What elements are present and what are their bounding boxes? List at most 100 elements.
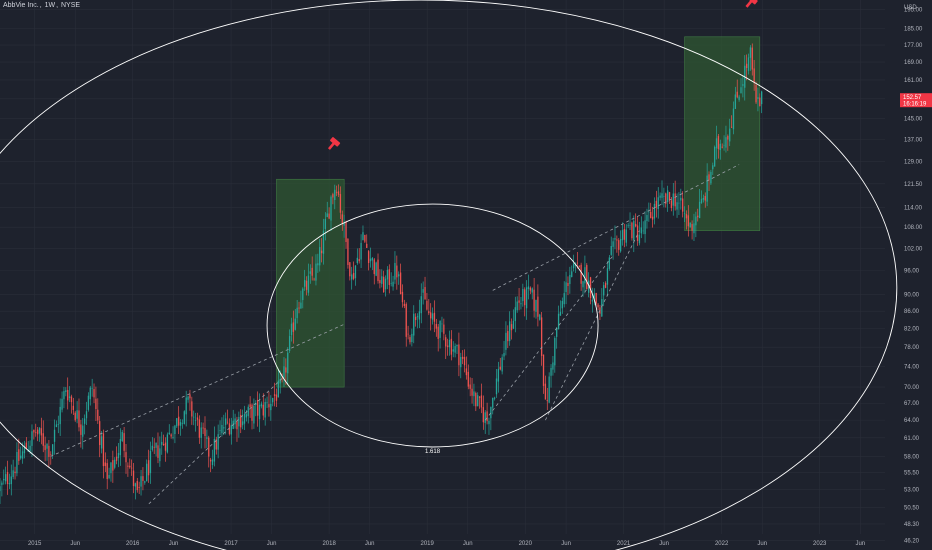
candle-body bbox=[437, 326, 439, 339]
candle-body bbox=[221, 424, 223, 434]
candle-body bbox=[475, 392, 477, 407]
candle-body bbox=[238, 416, 240, 427]
candle-body bbox=[288, 336, 291, 351]
candle-body bbox=[140, 476, 142, 487]
trendline bbox=[148, 376, 285, 505]
candle-body bbox=[38, 427, 41, 434]
candle-body bbox=[608, 257, 611, 269]
candle-body bbox=[343, 222, 345, 226]
price-tick-label: 64.00 bbox=[904, 418, 920, 424]
interval-label[interactable]: 1W bbox=[44, 2, 56, 9]
highlight-rectangles bbox=[276, 36, 761, 388]
candle-body bbox=[194, 420, 197, 421]
candle-body bbox=[714, 146, 716, 167]
candle-body bbox=[698, 201, 701, 219]
candle-body bbox=[91, 387, 93, 389]
candle-body bbox=[386, 269, 389, 280]
price-tick-label: 48.30 bbox=[904, 522, 920, 528]
candle-body bbox=[414, 316, 417, 321]
candle-body bbox=[734, 94, 737, 109]
candle-body bbox=[270, 403, 272, 411]
candle-body bbox=[330, 196, 332, 221]
candle-body bbox=[149, 450, 152, 474]
candle-body bbox=[477, 395, 479, 407]
candle-body bbox=[191, 401, 193, 417]
time-tick-label: Jun bbox=[70, 541, 80, 547]
candle-body bbox=[311, 267, 313, 276]
candle-body bbox=[665, 193, 667, 204]
candle-body bbox=[315, 263, 317, 281]
candle-body bbox=[309, 271, 311, 274]
candle-body bbox=[657, 197, 659, 209]
candle-body bbox=[351, 274, 353, 280]
candle-body bbox=[48, 445, 50, 457]
candle-body bbox=[117, 452, 120, 459]
candle-body bbox=[674, 193, 676, 207]
candle-body bbox=[512, 320, 515, 329]
last-price-badge bbox=[900, 93, 932, 108]
candle-body bbox=[460, 357, 462, 368]
candle-body bbox=[373, 259, 375, 275]
candle-body bbox=[268, 404, 270, 408]
price-axis: 195.00185.00177.00169.00161.00153.00145.… bbox=[900, 5, 932, 544]
time-tick-label: 2015 bbox=[28, 541, 42, 547]
candle-body bbox=[546, 400, 548, 402]
candle-body bbox=[144, 481, 146, 483]
candle-body bbox=[640, 227, 642, 234]
candle-body bbox=[275, 394, 278, 401]
candle-body bbox=[651, 216, 654, 220]
time-tick-label: 2021 bbox=[617, 541, 631, 547]
candle-body bbox=[601, 299, 603, 317]
candle-body bbox=[206, 437, 208, 439]
candle-body bbox=[691, 224, 693, 231]
candle-body bbox=[196, 417, 199, 420]
candle-body bbox=[211, 459, 214, 466]
candle-body bbox=[736, 91, 738, 98]
candle-body bbox=[381, 276, 383, 284]
candle-body bbox=[114, 459, 116, 468]
fib-label: 1.618 bbox=[425, 449, 441, 455]
candle-body bbox=[256, 400, 259, 416]
candle-body bbox=[55, 424, 58, 428]
candle-body bbox=[407, 333, 409, 335]
candle-body bbox=[52, 444, 54, 455]
candle-body bbox=[535, 299, 537, 312]
candle-body bbox=[328, 213, 330, 219]
candle-body bbox=[87, 395, 90, 410]
candle-body bbox=[46, 443, 48, 449]
candle-body bbox=[125, 452, 127, 463]
candle-body bbox=[574, 264, 577, 266]
candle-body bbox=[610, 245, 612, 255]
candle-body bbox=[226, 421, 229, 423]
candle-body bbox=[72, 405, 75, 410]
candle-body bbox=[702, 197, 705, 200]
price-tick-label: 50.50 bbox=[904, 505, 920, 511]
trendline bbox=[492, 164, 740, 291]
candle-body bbox=[215, 439, 217, 450]
candle-body bbox=[70, 396, 73, 403]
candle-body bbox=[586, 265, 588, 290]
candle-body bbox=[416, 316, 419, 318]
candle-body bbox=[399, 272, 402, 295]
candle-body bbox=[279, 379, 281, 384]
candle-body bbox=[557, 313, 560, 330]
outer-ellipse bbox=[0, 0, 898, 550]
candle-body bbox=[396, 265, 398, 278]
candle-body bbox=[539, 314, 541, 320]
candle-body bbox=[97, 409, 99, 421]
candle-body bbox=[35, 432, 37, 433]
exchange-label: NYSE bbox=[61, 2, 81, 9]
candle-body bbox=[507, 331, 509, 342]
candle-body bbox=[582, 281, 584, 288]
fib-ellipses: 1.618 bbox=[0, 0, 898, 550]
candle-body bbox=[322, 230, 325, 254]
price-tick-label: 53.00 bbox=[904, 488, 920, 494]
symbol-name[interactable]: AbbVie Inc. bbox=[3, 2, 39, 9]
candle-body bbox=[409, 337, 411, 343]
price-tick-label: 121.50 bbox=[904, 182, 923, 188]
candle-body bbox=[337, 191, 340, 195]
candle-body bbox=[621, 230, 624, 241]
candle-body bbox=[219, 430, 221, 432]
price-tick-label: 82.00 bbox=[904, 327, 920, 333]
